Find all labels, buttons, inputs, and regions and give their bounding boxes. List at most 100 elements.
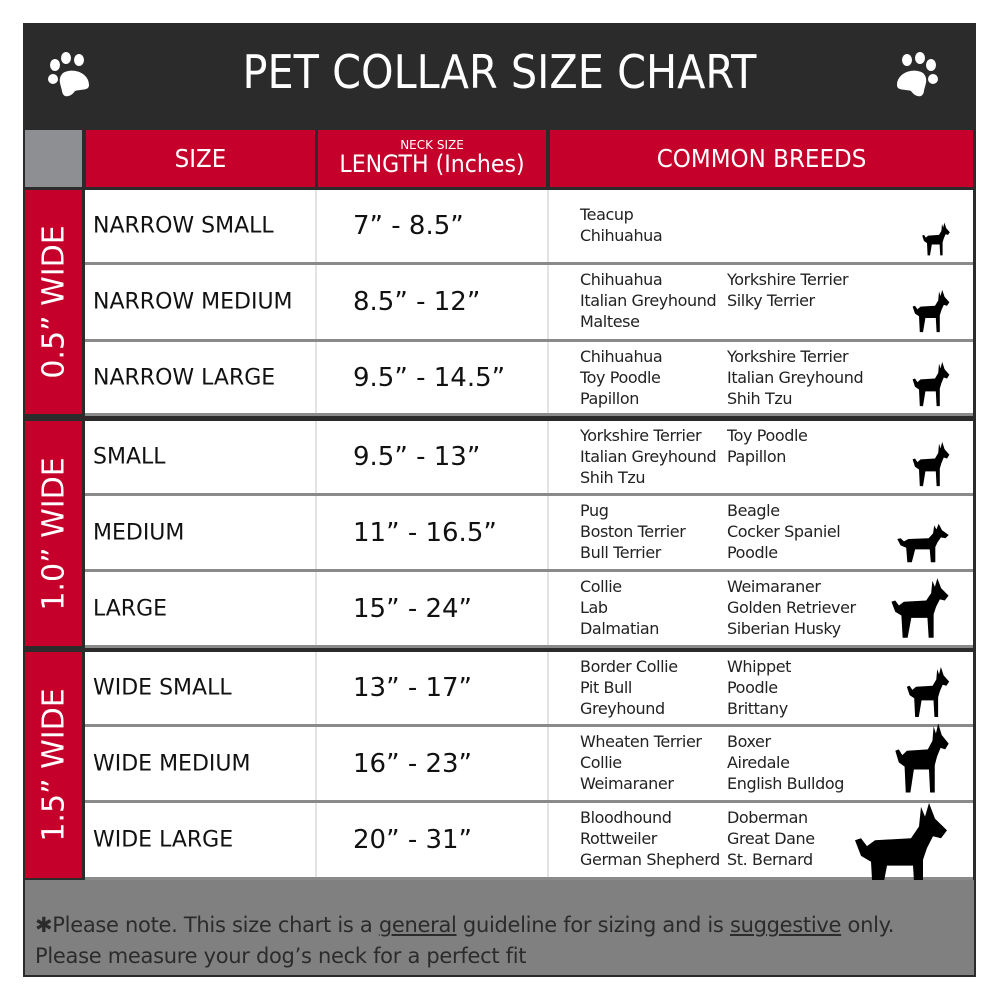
length-range: 13” - 17”	[353, 673, 473, 703]
table-row: NARROW MEDIUM 8.5” - 12” Chihuahua Italian …	[85, 265, 973, 342]
table-row: NARROW SMALL 7” - 8.5” Teacup Chihuahua	[85, 190, 973, 265]
breed-name: Shih Tzu	[727, 389, 793, 408]
dachshund-silhouette-icon	[897, 523, 949, 563]
size-cell: NARROW MEDIUM	[85, 265, 317, 339]
width-group-text: 1.5” WIDE	[36, 688, 71, 842]
paw-print-icon	[48, 52, 89, 97]
breed-name: Rottweiler	[580, 829, 657, 848]
pomeranian-silhouette-icon	[912, 361, 950, 407]
breed-name: Great Dane	[727, 829, 815, 848]
length-cell: 9.5” - 13”	[317, 421, 549, 493]
corner-cell	[25, 130, 82, 187]
header-size: SIZE	[86, 130, 315, 187]
breed-name: Beagle	[727, 501, 780, 520]
breeds-column-1: Teacup Chihuahua	[580, 204, 663, 246]
length-cell: 8.5” - 12”	[317, 265, 549, 339]
table-row: SMALL 9.5” - 13” Yorkshire Terrier Italian …	[85, 421, 973, 496]
breeds-column-2: Yorkshire Terrier Italian Greyhound Shih T…	[727, 346, 864, 409]
size-cell: WIDE MEDIUM	[85, 727, 317, 800]
length-range: 9.5” - 13”	[353, 442, 481, 472]
breed-name: Weimaraner	[727, 577, 821, 596]
breed-name: Italian Greyhound	[580, 291, 717, 310]
note-text: guideline for sizing and is	[456, 913, 730, 937]
breed-name: Papillon	[727, 447, 786, 466]
length-range: 7” - 8.5”	[353, 211, 464, 241]
breeds-column-1: Wheaten Terrier Collie Weimaraner	[580, 731, 702, 794]
breeds-column-2: Whippet Poodle Brittany	[727, 656, 791, 719]
size-name: NARROW SMALL	[93, 213, 274, 239]
size-name: WIDE LARGE	[93, 827, 234, 853]
breed-name: Wheaten Terrier	[580, 732, 702, 751]
size-cell: NARROW LARGE	[85, 342, 317, 413]
width-group-text: 1.0” WIDE	[36, 456, 71, 611]
breeds-column-1: Pug Boston Terrier Bull Terrier	[580, 500, 686, 563]
width-group-label: 0.5” WIDE	[25, 190, 82, 414]
breed-name: German Shepherd	[580, 850, 720, 869]
breed-name: Whippet	[727, 657, 792, 676]
breed-name: Shih Tzu	[580, 468, 646, 487]
breed-name: Pug	[580, 501, 609, 520]
breeds-column-1: Yorkshire Terrier Italian Greyhound Shih T…	[580, 425, 717, 488]
breed-name: Italian Greyhound	[727, 368, 864, 387]
header-length: NECK SIZE LENGTH (Inches)	[318, 130, 546, 187]
breed-name: Toy Poodle	[727, 426, 808, 445]
length-cell: 7” - 8.5”	[317, 190, 549, 262]
breed-name: Lab	[580, 598, 608, 617]
note-underline-general: general	[378, 913, 457, 937]
length-cell: 9.5” - 14.5”	[317, 342, 549, 413]
breed-name: Collie	[580, 753, 622, 772]
footer-note: ✱Please note. This size chart is a gener…	[25, 880, 974, 975]
breed-name: Airedale	[727, 753, 790, 772]
length-cell: 20” - 31”	[317, 803, 549, 877]
breeds-column-2: Doberman Great Dane St. Bernard	[727, 807, 815, 870]
size-cell: MEDIUM	[85, 496, 317, 569]
size-name: NARROW LARGE	[93, 365, 276, 390]
breeds-column-2: Boxer Airedale English Bulldog	[727, 731, 844, 794]
table-row: NARROW LARGE 9.5” - 14.5” Chihuahua Toy Poo…	[85, 342, 973, 416]
table-row: WIDE MEDIUM 16” - 23” Wheaten Terrier Colli…	[85, 723, 973, 803]
table-row: MEDIUM 11” - 16.5” Pug Boston Terrier Bull T…	[85, 496, 973, 572]
breed-name: Doberman	[727, 808, 808, 827]
breeds-column-2: Beagle Cocker Spaniel Poodle	[727, 500, 841, 563]
table-row: WIDE SMALL 13” - 17” Border Collie Pit Bull…	[85, 652, 973, 727]
length-cell: 15” - 24”	[317, 572, 549, 645]
pomeranian-silhouette-icon	[912, 441, 950, 487]
size-cell: NARROW SMALL	[85, 190, 317, 262]
length-range: 9.5” - 14.5”	[353, 362, 506, 393]
note-text: ✱Please note. This size chart is a	[35, 913, 379, 937]
size-name: LARGE	[93, 596, 168, 621]
length-range: 11” - 16.5”	[353, 517, 497, 548]
breed-name: Collie	[580, 577, 622, 596]
size-name: NARROW MEDIUM	[93, 289, 293, 315]
size-cell: SMALL	[85, 421, 317, 493]
width-group-label: 1.0” WIDE	[25, 421, 82, 646]
length-cell: 11” - 16.5”	[317, 496, 549, 569]
breed-name: English Bulldog	[727, 774, 844, 793]
breed-name: Teacup	[580, 205, 634, 224]
page-title: PET COLLAR SIZE CHART	[242, 45, 757, 99]
size-cell: LARGE	[85, 572, 317, 645]
yorkie-silhouette-icon	[922, 222, 950, 256]
header-neck-size: NECK SIZE	[400, 138, 464, 152]
breed-name: Chihuahua	[580, 347, 663, 366]
breed-name: Boston Terrier	[580, 522, 686, 541]
breed-name: Silky Terrier	[727, 291, 815, 310]
size-name: SMALL	[93, 444, 166, 470]
bulldog-silhouette-icon	[906, 667, 950, 717]
shepherd-silhouette-icon	[891, 578, 949, 638]
length-range: 20” - 31”	[353, 825, 473, 855]
breed-name: Poodle	[727, 678, 778, 697]
breed-name: Papillon	[580, 389, 639, 408]
breed-name: Yorkshire Terrier	[580, 426, 702, 445]
title-bar: PET COLLAR SIZE CHART	[23, 23, 976, 127]
breed-name: Cocker Spaniel	[727, 522, 841, 541]
breeds-column-1: Chihuahua Italian Greyhound Maltese	[580, 269, 717, 332]
breed-name: Yorkshire Terrier	[727, 347, 849, 366]
breed-name: Border Collie	[580, 657, 678, 676]
breeds-column-2: Yorkshire Terrier Silky Terrier	[727, 269, 849, 311]
length-range: 15” - 24”	[353, 593, 473, 624]
table-row: LARGE 15” - 24” Collie Lab Dalmatian Weimaran…	[85, 572, 973, 648]
size-cell: WIDE SMALL	[85, 652, 317, 724]
header-length-label: LENGTH (Inches)	[339, 150, 525, 178]
paw-print-icon	[897, 52, 938, 97]
